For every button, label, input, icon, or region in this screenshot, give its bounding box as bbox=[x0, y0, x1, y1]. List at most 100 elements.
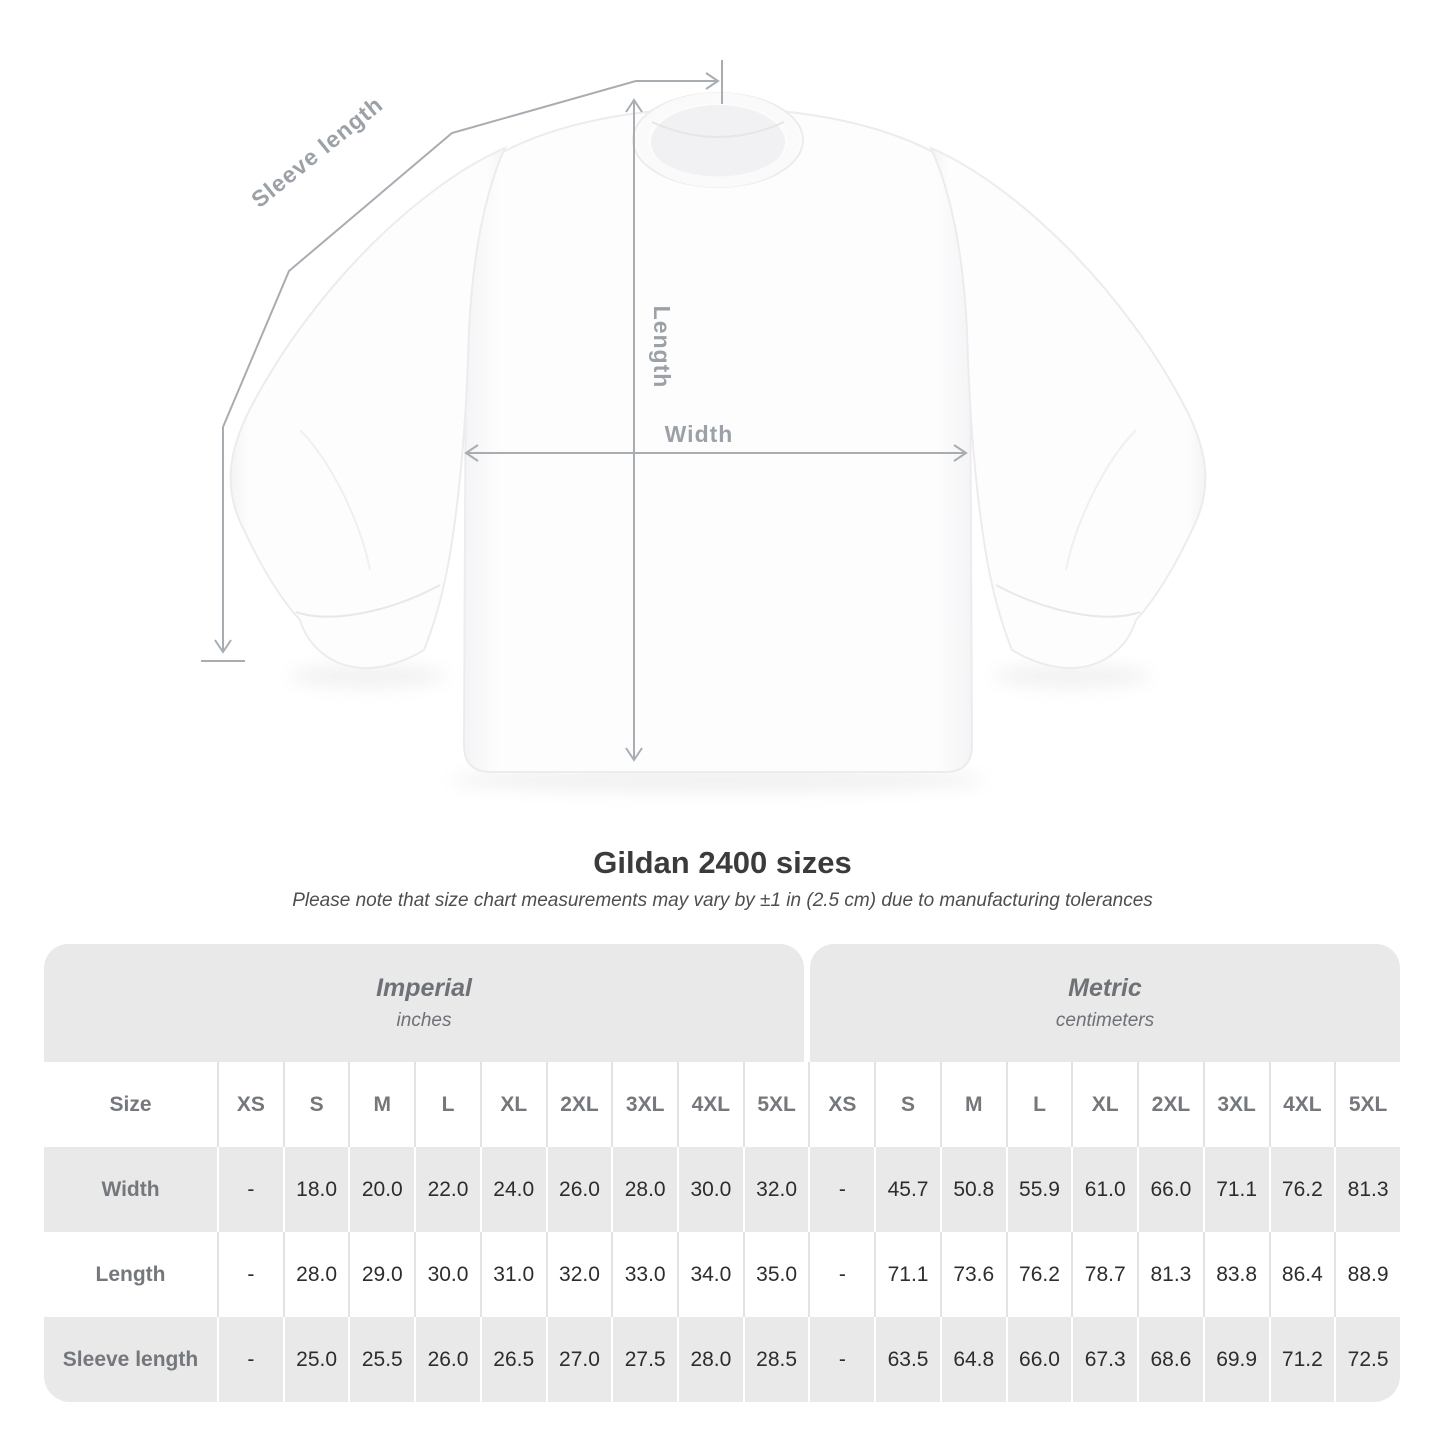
table-cell: 27.5 bbox=[611, 1317, 677, 1402]
size-column-header: 3XL bbox=[1202, 1062, 1269, 1147]
shirt-measurement-diagram: Sleeve length Length Width bbox=[201, 60, 1207, 792]
size-column-header: XL bbox=[479, 1062, 546, 1147]
table-cell: 30.0 bbox=[677, 1147, 743, 1232]
table-cell: 76.2 bbox=[1005, 1232, 1072, 1317]
imperial-title: Imperial bbox=[376, 974, 472, 1002]
table-cell: 69.9 bbox=[1202, 1317, 1269, 1402]
metric-header: Metric centimeters bbox=[810, 944, 1400, 1062]
size-column-header: L bbox=[1005, 1062, 1072, 1147]
metric-unit: centimeters bbox=[1055, 1010, 1155, 1031]
shirt-left-sleeve bbox=[229, 146, 507, 670]
table-cell: 26.0 bbox=[545, 1147, 612, 1232]
size-corner-label: Size bbox=[109, 1092, 152, 1116]
table-cell: 34.0 bbox=[677, 1232, 743, 1317]
imperial-header: Imperial inches bbox=[44, 944, 804, 1062]
table-cell: 71.1 bbox=[1202, 1147, 1269, 1232]
table-cell: 26.0 bbox=[414, 1317, 480, 1402]
table-cell: 66.0 bbox=[1137, 1147, 1203, 1232]
table-row-width: Width - 18.0 20.0 22.0 24.0 26.0 28.0 30… bbox=[44, 1147, 1400, 1232]
size-column-header: 4XL bbox=[1268, 1062, 1335, 1147]
right-sleeve-wrinkle bbox=[1065, 429, 1137, 571]
table-cell: 61.0 bbox=[1071, 1147, 1137, 1232]
size-column-header: 2XL bbox=[1137, 1062, 1203, 1147]
table-cell: 24.0 bbox=[479, 1147, 546, 1232]
table-row-length: Length - 28.0 29.0 30.0 31.0 32.0 33.0 3… bbox=[44, 1232, 1400, 1317]
size-column-header: 2XL bbox=[545, 1062, 612, 1147]
table-cell: 18.0 bbox=[282, 1147, 349, 1232]
table-cell: 71.2 bbox=[1268, 1317, 1335, 1402]
heading: Gildan 2400 sizes Please note that size … bbox=[0, 845, 1445, 912]
size-table: Imperial inches Metric centimeters Size … bbox=[44, 944, 1400, 1402]
shirt-shadows bbox=[290, 663, 1150, 792]
size-column-header: 4XL bbox=[677, 1062, 743, 1147]
sleeve-length-dimension bbox=[201, 60, 723, 662]
table-cell: 71.1 bbox=[874, 1232, 940, 1317]
row-label: Width bbox=[101, 1177, 160, 1201]
size-column-header: M bbox=[939, 1062, 1006, 1147]
left-cuff-seam bbox=[295, 584, 441, 618]
size-column-header: XS bbox=[217, 1062, 283, 1147]
sleeve-length-label: Sleeve length bbox=[246, 91, 388, 213]
table-cell: 35.0 bbox=[742, 1232, 809, 1317]
table-cell: 81.3 bbox=[1137, 1232, 1203, 1317]
table-cell: 20.0 bbox=[348, 1147, 414, 1232]
table-cell: 25.5 bbox=[348, 1317, 414, 1402]
table-cell: 28.5 bbox=[742, 1317, 809, 1402]
size-column-header: 3XL bbox=[611, 1062, 677, 1147]
table-cell: 32.0 bbox=[742, 1147, 809, 1232]
size-column-header: L bbox=[414, 1062, 480, 1147]
table-cell: 76.2 bbox=[1268, 1147, 1335, 1232]
table-cell: 28.0 bbox=[677, 1317, 743, 1402]
table-cell: - bbox=[217, 1232, 283, 1317]
table-cell: 78.7 bbox=[1071, 1232, 1137, 1317]
table-cell: 73.6 bbox=[939, 1232, 1006, 1317]
right-cuff-seam bbox=[995, 584, 1141, 618]
table-cell: 33.0 bbox=[611, 1232, 677, 1317]
table-cell: - bbox=[217, 1147, 283, 1232]
left-sleeve-wrinkle bbox=[299, 429, 371, 571]
shirt-collar bbox=[632, 92, 804, 188]
length-label: Length bbox=[649, 306, 675, 389]
size-column-header: S bbox=[874, 1062, 940, 1147]
page-title: Gildan 2400 sizes bbox=[593, 845, 852, 880]
table-cell: 28.0 bbox=[611, 1147, 677, 1232]
table-cell: - bbox=[217, 1317, 283, 1402]
table-cell: 32.0 bbox=[545, 1232, 612, 1317]
table-row-sleeve-length: Sleeve length - 25.0 25.5 26.0 26.5 27.0… bbox=[44, 1317, 1400, 1402]
table-cell: 25.0 bbox=[282, 1317, 349, 1402]
size-column-header: 5XL bbox=[742, 1062, 809, 1147]
table-cell: 64.8 bbox=[939, 1317, 1006, 1402]
table-cell: 67.3 bbox=[1071, 1317, 1137, 1402]
tolerance-note: Please note that size chart measurements… bbox=[292, 890, 1153, 911]
table-cell: 55.9 bbox=[1005, 1147, 1072, 1232]
metric-title: Metric bbox=[1068, 974, 1142, 1002]
table-cell: - bbox=[808, 1147, 874, 1232]
table-cell: 27.0 bbox=[545, 1317, 612, 1402]
table-cell: 63.5 bbox=[874, 1317, 940, 1402]
row-label: Length bbox=[95, 1262, 166, 1286]
size-column-header: M bbox=[348, 1062, 414, 1147]
shirt-right-sleeve bbox=[929, 146, 1207, 670]
table-cell: 83.8 bbox=[1202, 1232, 1269, 1317]
table-cell: 68.6 bbox=[1137, 1317, 1203, 1402]
imperial-unit: inches bbox=[396, 1010, 452, 1031]
table-cell: 72.5 bbox=[1334, 1317, 1400, 1402]
size-column-header: 5XL bbox=[1334, 1062, 1400, 1147]
table-cell: 88.9 bbox=[1334, 1232, 1400, 1317]
table-cell: 66.0 bbox=[1005, 1317, 1072, 1402]
table-cell: 28.0 bbox=[282, 1232, 349, 1317]
table-cell: 86.4 bbox=[1268, 1232, 1335, 1317]
table-cell: - bbox=[808, 1317, 874, 1402]
width-dimension bbox=[464, 444, 968, 462]
size-column-header: XS bbox=[808, 1062, 874, 1147]
table-cell: 45.7 bbox=[874, 1147, 940, 1232]
table-cell: 31.0 bbox=[479, 1232, 546, 1317]
table-cell: 50.8 bbox=[939, 1147, 1006, 1232]
table-cell: - bbox=[808, 1232, 874, 1317]
table-cell: 30.0 bbox=[414, 1232, 480, 1317]
row-label: Sleeve length bbox=[62, 1347, 199, 1371]
table-cell: 26.5 bbox=[479, 1317, 546, 1402]
table-cell: 22.0 bbox=[414, 1147, 480, 1232]
size-column-header: XL bbox=[1071, 1062, 1137, 1147]
length-dimension bbox=[625, 98, 643, 762]
